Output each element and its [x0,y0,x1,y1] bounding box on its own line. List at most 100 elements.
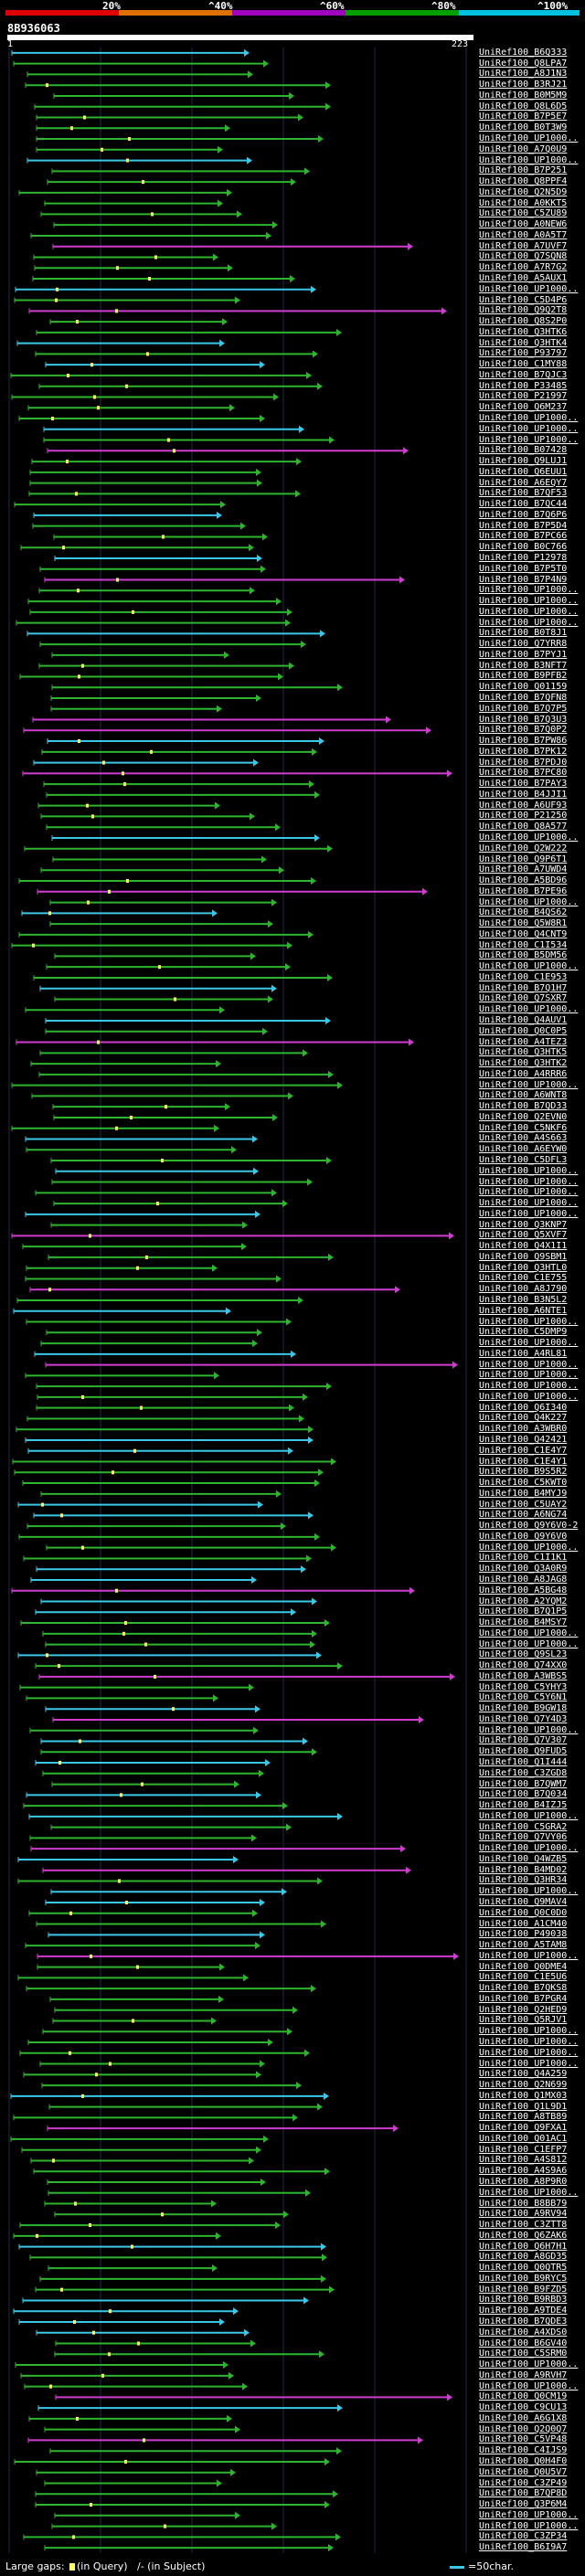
hit-label[interactable]: UniRef100_UP1000.. [479,1542,579,1553]
hit-label[interactable]: UniRef100_B7PW86 [479,736,568,747]
hit-label[interactable]: UniRef100_Q6ZAK6 [479,2230,568,2241]
hit-label[interactable]: UniRef100_Q9Q2T8 [479,305,568,316]
hit-label[interactable]: UniRef100_A7R7G2 [479,262,568,273]
hit-label[interactable]: UniRef100_Q7YRR8 [479,639,568,650]
hit-label[interactable]: UniRef100_B9GW18 [479,1703,568,1714]
hit-label[interactable]: UniRef100_Q3HTL0 [479,1262,568,1273]
hit-label[interactable]: UniRef100_B7PC66 [479,531,568,542]
hit-label[interactable]: UniRef100_B6Q333 [479,47,568,58]
hit-label[interactable]: UniRef100_C3ZP49 [479,2477,568,2488]
hit-label[interactable]: UniRef100_A8J790 [479,1284,568,1295]
hit-label[interactable]: UniRef100_A6EYW0 [479,1144,568,1155]
hit-label[interactable]: UniRef100_Q3P6M4 [479,2499,568,2510]
hit-label[interactable]: UniRef100_B9S5R2 [479,1467,568,1478]
hit-label[interactable]: UniRef100_Q7Y4D3 [479,1713,568,1724]
hit-label[interactable]: UniRef100_Q8L6D5 [479,101,568,111]
hit-label[interactable]: UniRef100_UP1000.. [479,154,579,165]
hit-label[interactable]: UniRef100_B4JJI1 [479,789,568,800]
hit-label[interactable]: UniRef100_C3ZTT8 [479,2220,568,2231]
hit-label[interactable]: UniRef100_C3ZGD8 [479,1767,568,1778]
hit-label[interactable]: UniRef100_Q8PPF4 [479,176,568,187]
hit-label[interactable]: UniRef100_B7QKS8 [479,1983,568,1994]
hit-label[interactable]: UniRef100_A4S663 [479,1133,568,1144]
hit-label[interactable]: UniRef100_UP1000.. [479,1359,579,1370]
hit-label[interactable]: UniRef100_UP1000.. [479,2047,579,2058]
hit-label[interactable]: UniRef100_Q2HED9 [479,2004,568,2015]
hit-label[interactable]: UniRef100_Q0QTR5 [479,2263,568,2274]
hit-label[interactable]: UniRef100_C5UAY2 [479,1499,568,1510]
hit-label[interactable]: UniRef100_C5KWT0 [479,1478,568,1489]
hit-label[interactable]: UniRef100_B7Q0P2 [479,725,568,736]
hit-label[interactable]: UniRef100_A3WBR0 [479,1424,568,1435]
hit-label[interactable]: UniRef100_UP1000.. [479,1391,579,1402]
hit-label[interactable]: UniRef100_C1E755 [479,1273,568,1284]
hit-label[interactable]: UniRef100_Q42421 [479,1434,568,1445]
hit-label[interactable]: UniRef100_B7QF53 [479,488,568,499]
hit-label[interactable]: UniRef100_C1EFP7 [479,2144,568,2155]
hit-label[interactable]: UniRef100_A4S9A6 [479,2166,568,2177]
hit-label[interactable]: UniRef100_Q3HTK2 [479,1058,568,1069]
hit-label[interactable]: UniRef100_Q9FXA1 [479,2123,568,2134]
hit-label[interactable]: UniRef100_C5DFL3 [479,1155,568,1165]
hit-label[interactable]: UniRef100_C5SRM0 [479,2348,568,2359]
hit-label[interactable]: UniRef100_Q2N699 [479,2080,568,2091]
hit-label[interactable]: UniRef100_C3ZP34 [479,2531,568,2542]
hit-label[interactable]: UniRef100_UP1000.. [479,1198,579,1209]
hit-label[interactable]: UniRef100_B6GV40 [479,2337,568,2348]
hit-label[interactable]: UniRef100_B7QFN8 [479,692,568,703]
hit-label[interactable]: UniRef100_C5NKF6 [479,1122,568,1133]
hit-label[interactable]: UniRef100_B7PDJ0 [479,757,568,768]
hit-label[interactable]: UniRef100_Q01AC1 [479,2133,568,2144]
hit-label[interactable]: UniRef100_A6NTE1 [479,1305,568,1316]
hit-label[interactable]: UniRef100_Q9Y6V0 [479,1531,568,1542]
hit-label[interactable]: UniRef100_Q8A577 [479,822,568,832]
hit-label[interactable]: UniRef100_Q7V307 [479,1735,568,1746]
hit-label[interactable]: UniRef100_B4MD02 [479,1864,568,1875]
hit-label[interactable]: UniRef100_Q6I340 [479,1402,568,1413]
hit-label[interactable]: UniRef100_Q4WZB5 [479,1853,568,1864]
hit-label[interactable]: UniRef100_UP1000.. [479,2520,579,2531]
hit-label[interactable]: UniRef100_A6G1X8 [479,2412,568,2423]
hit-label[interactable]: UniRef100_P12978 [479,552,568,563]
hit-label[interactable]: UniRef100_B9RYC5 [479,2273,568,2284]
hit-label[interactable]: UniRef100_C5ZU89 [479,208,568,219]
hit-label[interactable]: UniRef100_UP1000.. [479,1176,579,1187]
hit-label[interactable]: UniRef100_A6EQY7 [479,477,568,488]
hit-label[interactable]: UniRef100_P33485 [479,380,568,391]
hit-label[interactable]: UniRef100_A1CM40 [479,1918,568,1929]
hit-label[interactable]: UniRef100_Q7SXR7 [479,993,568,1004]
hit-label[interactable]: UniRef100_A5BG48 [479,1585,568,1595]
hit-label[interactable]: UniRef100_Q0C0D0 [479,1907,568,1918]
hit-label[interactable]: UniRef100_UP1000.. [479,1950,579,1961]
hit-label[interactable]: UniRef100_UP1000.. [479,1810,579,1821]
hit-label[interactable]: UniRef100_B7QJC3 [479,369,568,380]
hit-label[interactable]: UniRef100_B7QWM7 [479,1778,568,1789]
hit-label[interactable]: UniRef100_UP1000.. [479,1724,579,1735]
hit-label[interactable]: UniRef100_Q8LPA7 [479,58,568,69]
hit-label[interactable]: UniRef100_B6I9A7 [479,2542,568,2553]
hit-label[interactable]: UniRef100_B4QS62 [479,907,568,918]
hit-label[interactable]: UniRef100_B4IZJ5 [479,1800,568,1811]
hit-label[interactable]: UniRef100_C4IJS9 [479,2445,568,2456]
hit-label[interactable]: UniRef100_B3RJ21 [479,80,568,90]
hit-label[interactable]: UniRef100_B7Q7P5 [479,703,568,714]
hit-label[interactable]: UniRef100_A5AUX1 [479,273,568,284]
hit-label[interactable]: UniRef100_A8JAG8 [479,1574,568,1585]
hit-label[interactable]: UniRef100_Q7SQN8 [479,251,568,262]
hit-label[interactable]: UniRef100_Q3A0R9 [479,1564,568,1574]
hit-label[interactable]: UniRef100_Q3HTK6 [479,326,568,337]
hit-label[interactable]: UniRef100_Q9P6T1 [479,853,568,864]
hit-label[interactable]: UniRef100_Q74XX0 [479,1660,568,1671]
hit-label[interactable]: UniRef100_A0NEW6 [479,219,568,230]
hit-label[interactable]: UniRef100_A9RV94 [479,2209,568,2220]
hit-label[interactable]: UniRef100_Q2EVN0 [479,1111,568,1122]
hit-label[interactable]: UniRef100_P21997 [479,391,568,402]
hit-label[interactable]: UniRef100_B8BB79 [479,2198,568,2209]
hit-label[interactable]: UniRef100_Q9SL23 [479,1649,568,1660]
hit-label[interactable]: UniRef100_B7Q1P5 [479,1606,568,1617]
hit-label[interactable]: UniRef100_B7Q1H7 [479,982,568,993]
hit-label[interactable]: UniRef100_A0KKT5 [479,197,568,208]
hit-label[interactable]: UniRef100_UP1000.. [479,1208,579,1219]
hit-label[interactable]: UniRef100_Q3HTK4 [479,337,568,348]
hit-label[interactable]: UniRef100_Q6H7H1 [479,2241,568,2252]
